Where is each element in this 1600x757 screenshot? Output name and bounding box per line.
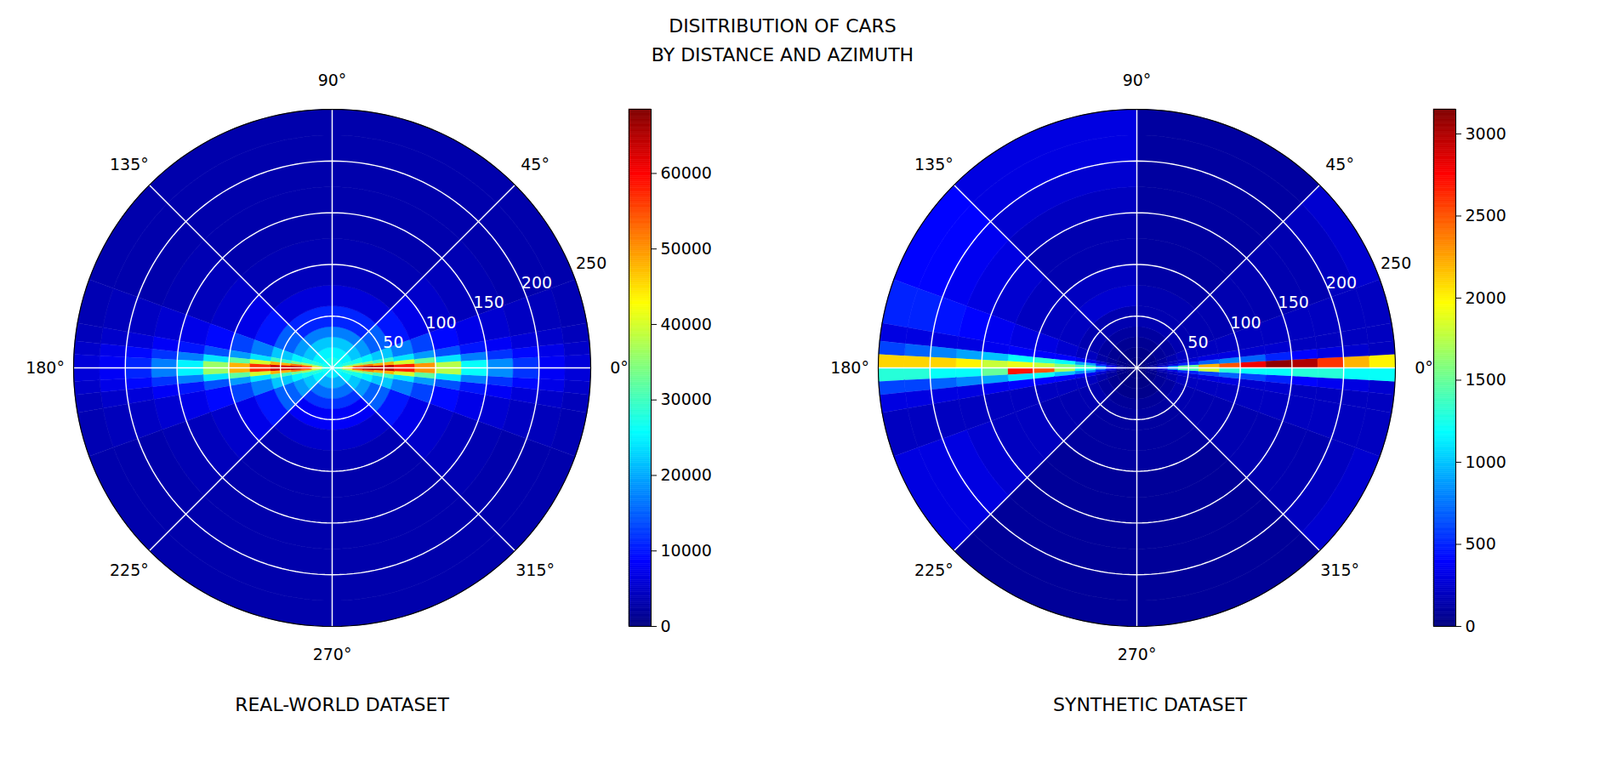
svg-text:45°: 45° — [1325, 154, 1355, 174]
svg-text:10000: 10000 — [660, 540, 712, 560]
svg-text:50000: 50000 — [660, 239, 712, 258]
svg-text:100: 100 — [1229, 313, 1261, 332]
svg-text:0°: 0° — [609, 358, 629, 377]
svg-text:1500: 1500 — [1465, 370, 1507, 389]
svg-text:225°: 225° — [914, 560, 954, 580]
svg-text:180°: 180° — [830, 358, 870, 377]
svg-text:315°: 315° — [1320, 560, 1360, 580]
svg-text:0: 0 — [660, 616, 672, 636]
svg-text:45°: 45° — [520, 154, 550, 174]
svg-text:0°: 0° — [1414, 358, 1434, 377]
svg-text:50: 50 — [1187, 332, 1208, 352]
svg-text:50: 50 — [382, 332, 404, 352]
svg-text:100: 100 — [425, 313, 456, 332]
svg-text:30000: 30000 — [660, 389, 712, 409]
svg-text:250: 250 — [575, 253, 607, 273]
svg-text:90°: 90° — [318, 70, 348, 90]
svg-text:180°: 180° — [25, 358, 65, 377]
svg-text:150: 150 — [473, 292, 505, 312]
svg-text:0: 0 — [1465, 616, 1476, 636]
svg-text:225°: 225° — [109, 560, 149, 580]
svg-text:270°: 270° — [1117, 644, 1157, 664]
html-text:REAL-WORLD DATASET: REAL-WORLD DATASET — [234, 694, 449, 716]
svg-text:150: 150 — [1278, 292, 1310, 312]
svg-text:135°: 135° — [109, 154, 149, 174]
svg-text:2000: 2000 — [1465, 288, 1507, 308]
svg-text:315°: 315° — [515, 560, 555, 580]
svg-text:40000: 40000 — [660, 314, 712, 334]
svg-text:200: 200 — [521, 273, 553, 292]
svg-text:60000: 60000 — [660, 163, 712, 183]
svg-text:250: 250 — [1380, 253, 1412, 273]
svg-text:200: 200 — [1326, 273, 1357, 292]
html-text:DISITRIBUTION OF CARS: DISITRIBUTION OF CARS — [668, 15, 897, 37]
svg-text:3000: 3000 — [1465, 124, 1507, 143]
svg-text:135°: 135° — [914, 154, 954, 174]
svg-text:90°: 90° — [1122, 70, 1152, 90]
svg-text:2500: 2500 — [1465, 205, 1507, 225]
svg-text:270°: 270° — [313, 644, 353, 664]
svg-text:20000: 20000 — [660, 465, 712, 484]
html-text:SYNTHETIC DATASET: SYNTHETIC DATASET — [1053, 694, 1247, 716]
svg-text:500: 500 — [1465, 534, 1497, 553]
html-text:BY DISTANCE AND AZIMUTH: BY DISTANCE AND AZIMUTH — [651, 44, 914, 66]
svg-text:1000: 1000 — [1465, 452, 1507, 472]
